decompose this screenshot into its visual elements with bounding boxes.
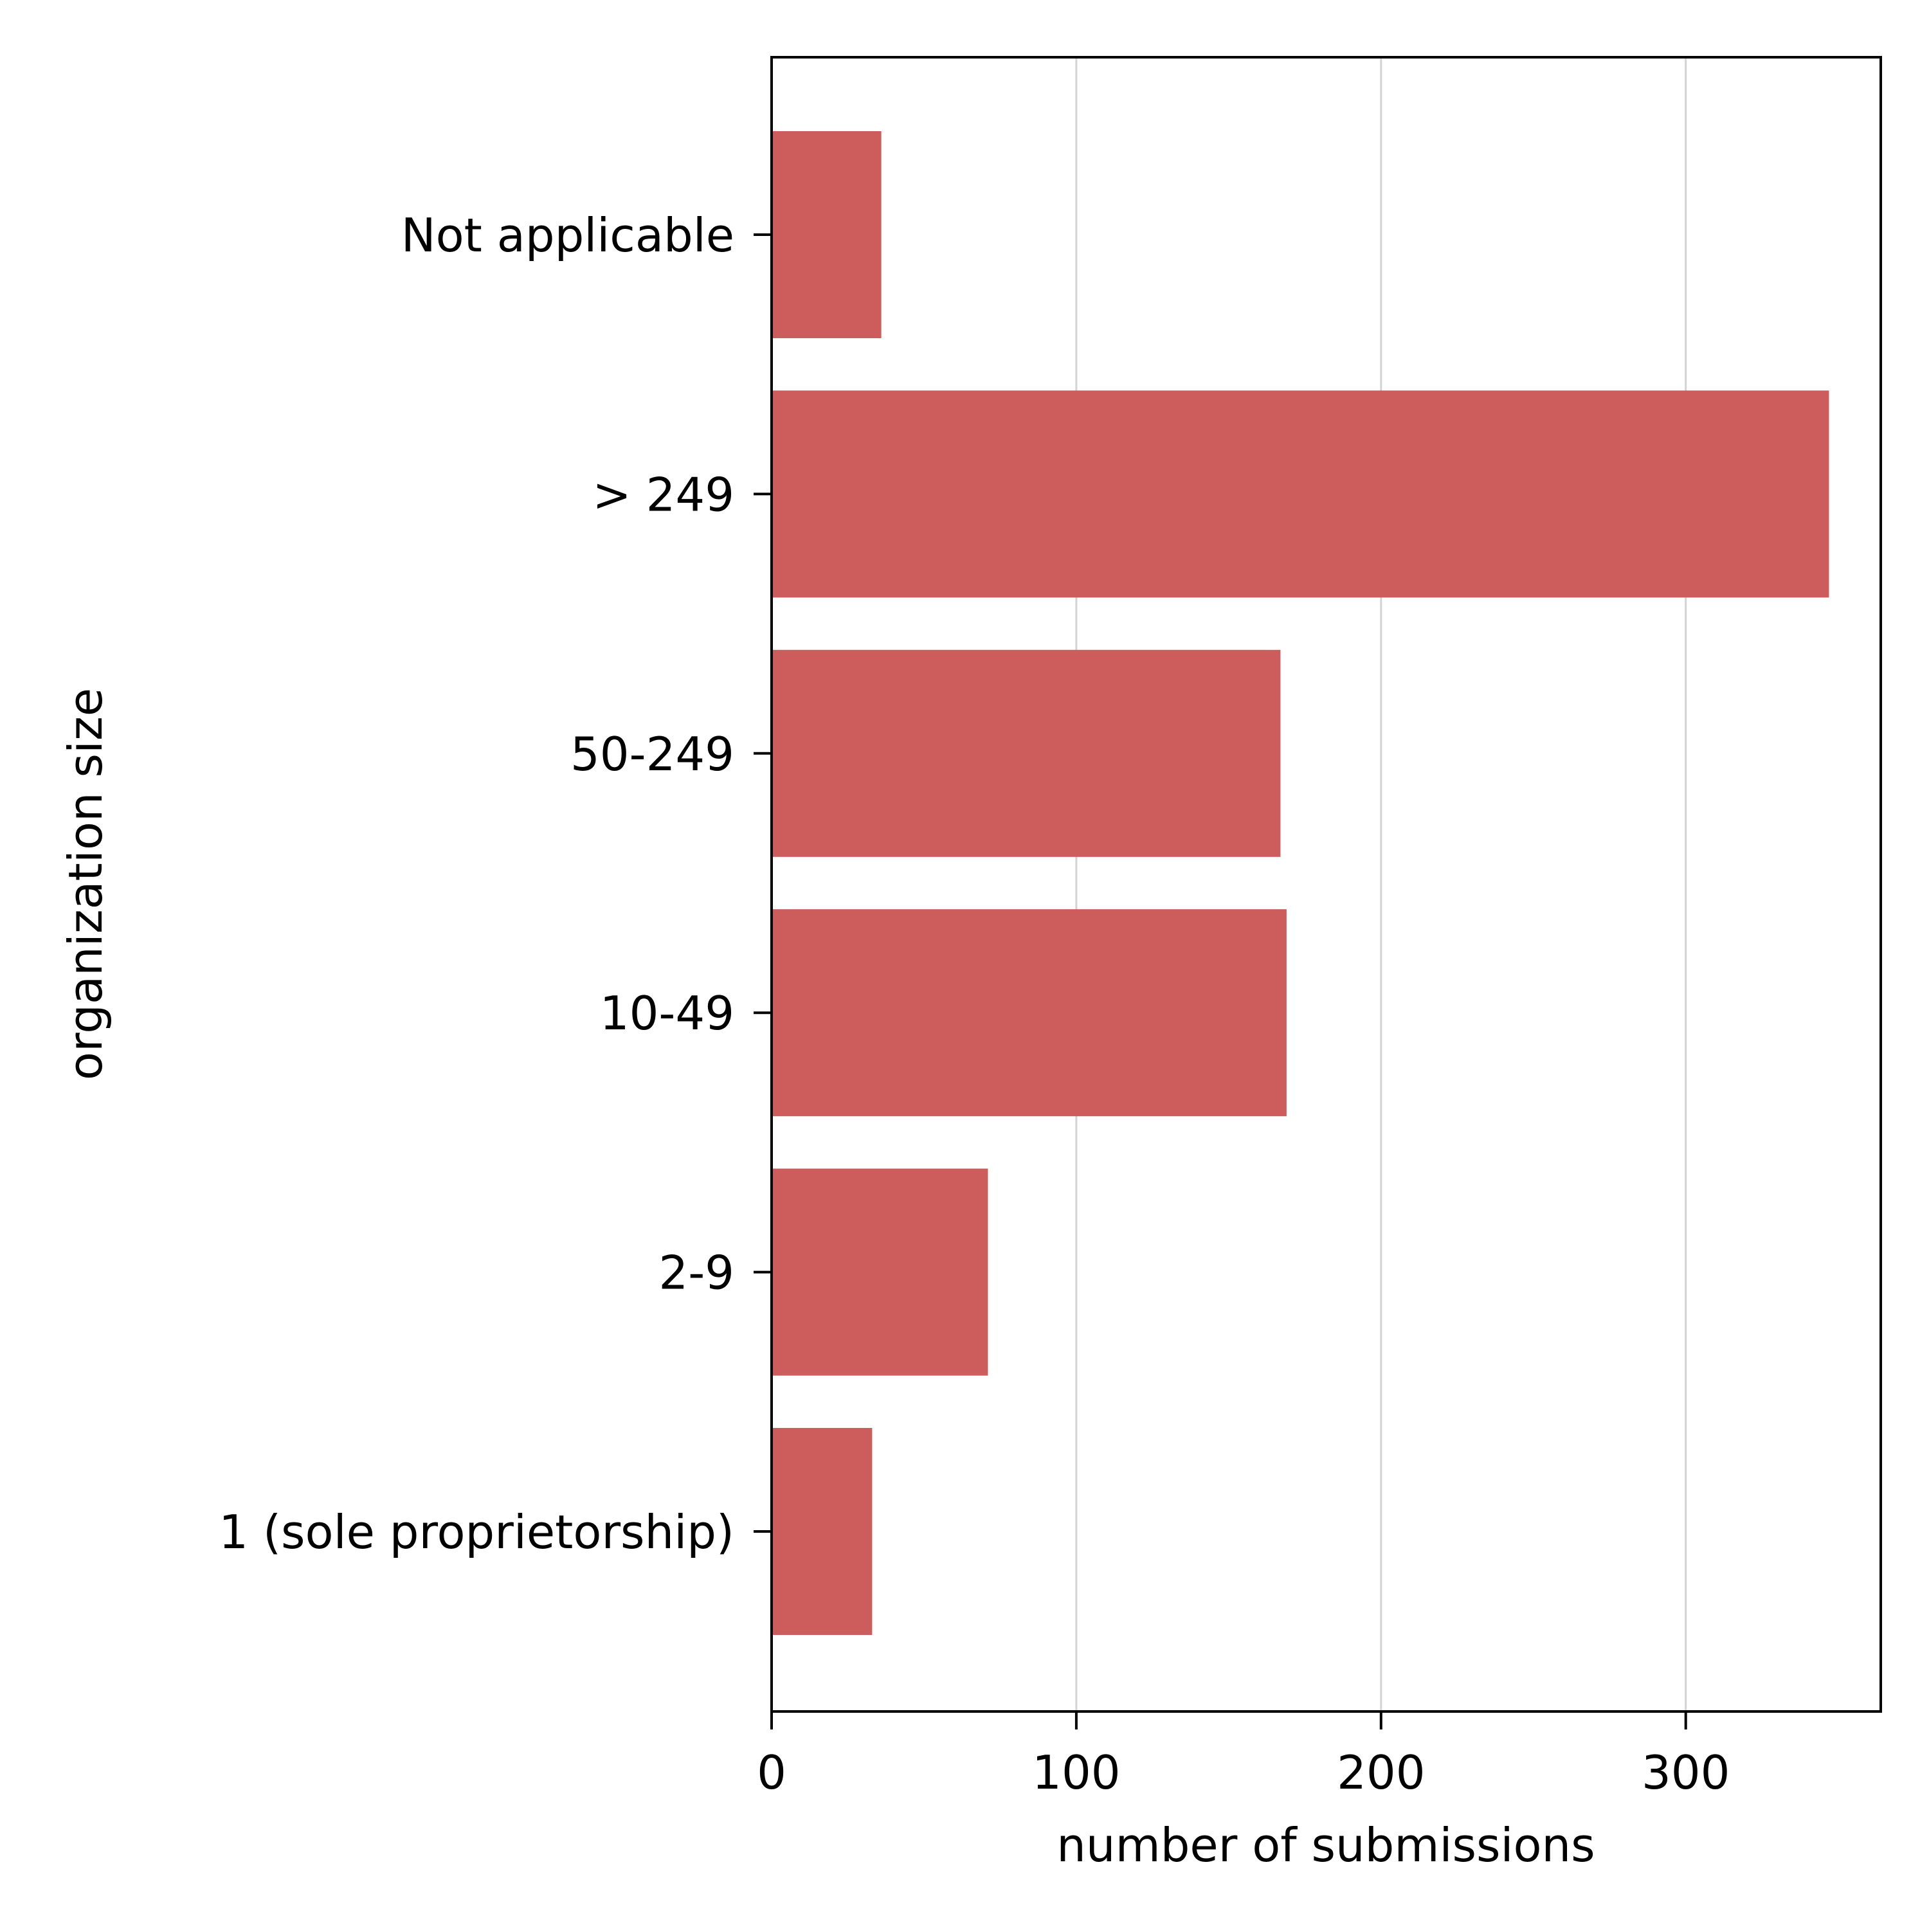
x-tick-label-100: 100 bbox=[1032, 1746, 1120, 1800]
bar-1-sole-proprietorship bbox=[772, 1428, 873, 1635]
y-axis-label: organization size bbox=[59, 688, 113, 1080]
bar-not-applicable bbox=[772, 131, 882, 338]
y-axis-ticks: 1 (sole proprietorship) 2-9 10-49 50-249 > 2… bbox=[219, 208, 772, 1559]
bar-10-49 bbox=[772, 909, 1287, 1117]
bars bbox=[772, 131, 1829, 1635]
y-tick-label-not-applicable: Not applicable bbox=[401, 208, 734, 262]
x-tick-label-200: 200 bbox=[1337, 1746, 1425, 1800]
y-tick-label-10-49: 10-49 bbox=[600, 986, 734, 1040]
bar-2-9 bbox=[772, 1168, 988, 1376]
bar-50-249 bbox=[772, 649, 1281, 857]
plot-area-frame bbox=[770, 56, 1882, 1713]
x-axis-label: number of submissions bbox=[1056, 1818, 1595, 1872]
x-axis-ticks: 0 100 200 300 bbox=[757, 1711, 1730, 1800]
y-tick-label-1-sole-proprietorship: 1 (sole proprietorship) bbox=[219, 1505, 734, 1559]
y-tick-label-50-249: 50-249 bbox=[570, 727, 734, 781]
grid-lines bbox=[1075, 57, 1687, 1711]
y-tick-label-2-9: 2-9 bbox=[658, 1246, 734, 1300]
x-tick-label-300: 300 bbox=[1642, 1746, 1730, 1800]
y-tick-label-249: > 249 bbox=[592, 467, 734, 521]
x-tick-label-0: 0 bbox=[757, 1746, 786, 1800]
bar-249 bbox=[772, 390, 1829, 598]
